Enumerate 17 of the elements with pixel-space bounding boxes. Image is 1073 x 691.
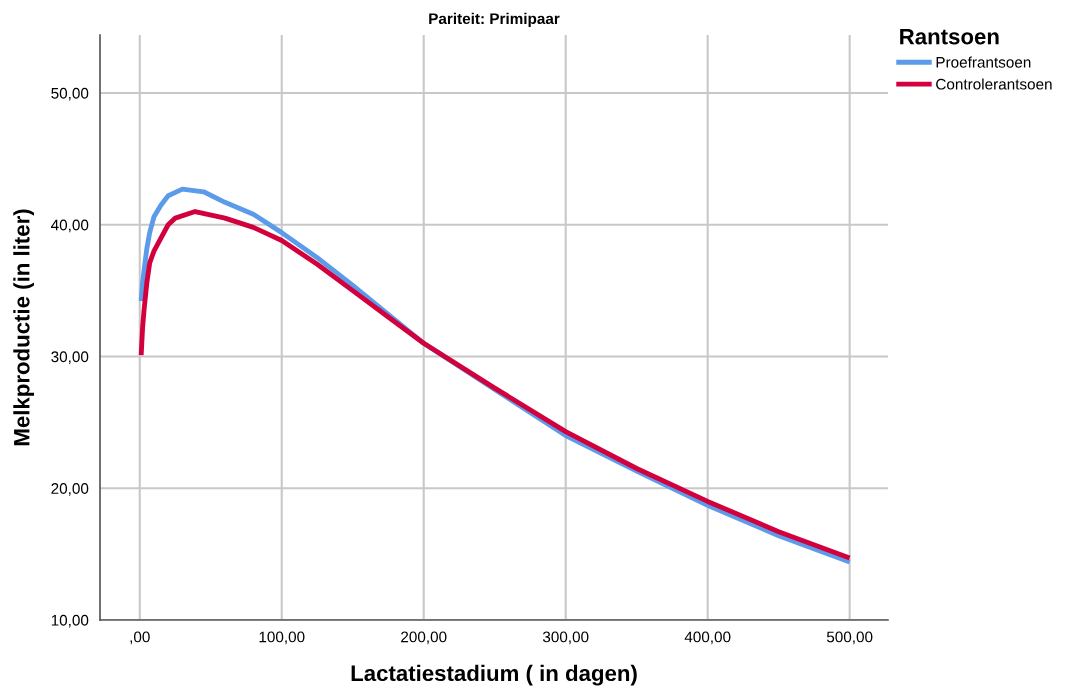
x-tick-label: 400,00 bbox=[684, 631, 731, 645]
y-axis-title: Melkproductie (in liter) bbox=[13, 209, 34, 446]
x-tick-label: 100,00 bbox=[259, 631, 305, 645]
x-tick-label: 300,00 bbox=[542, 631, 589, 645]
x-axis-title: Lactatiestadium ( in dagen) bbox=[351, 664, 637, 686]
y-tick-label: 20,00 bbox=[51, 483, 89, 496]
y-tick-label: 30,00 bbox=[51, 351, 89, 364]
x-tick-label: ,00 bbox=[130, 631, 150, 645]
x-tick-label: 500,00 bbox=[826, 631, 873, 645]
y-tick-label: 50,00 bbox=[51, 87, 89, 101]
y-tick-label: 40,00 bbox=[51, 219, 89, 233]
legend-label: Proefrantsoen bbox=[936, 56, 1031, 68]
y-tick-label: 10,00 bbox=[51, 614, 89, 628]
legend-label: Controlerantsoen bbox=[936, 78, 1052, 90]
chart-title: Pariteit: Primipaar bbox=[429, 12, 560, 28]
x-tick-label: 200,00 bbox=[401, 631, 447, 645]
legend-title: Rantsoen bbox=[900, 28, 999, 45]
